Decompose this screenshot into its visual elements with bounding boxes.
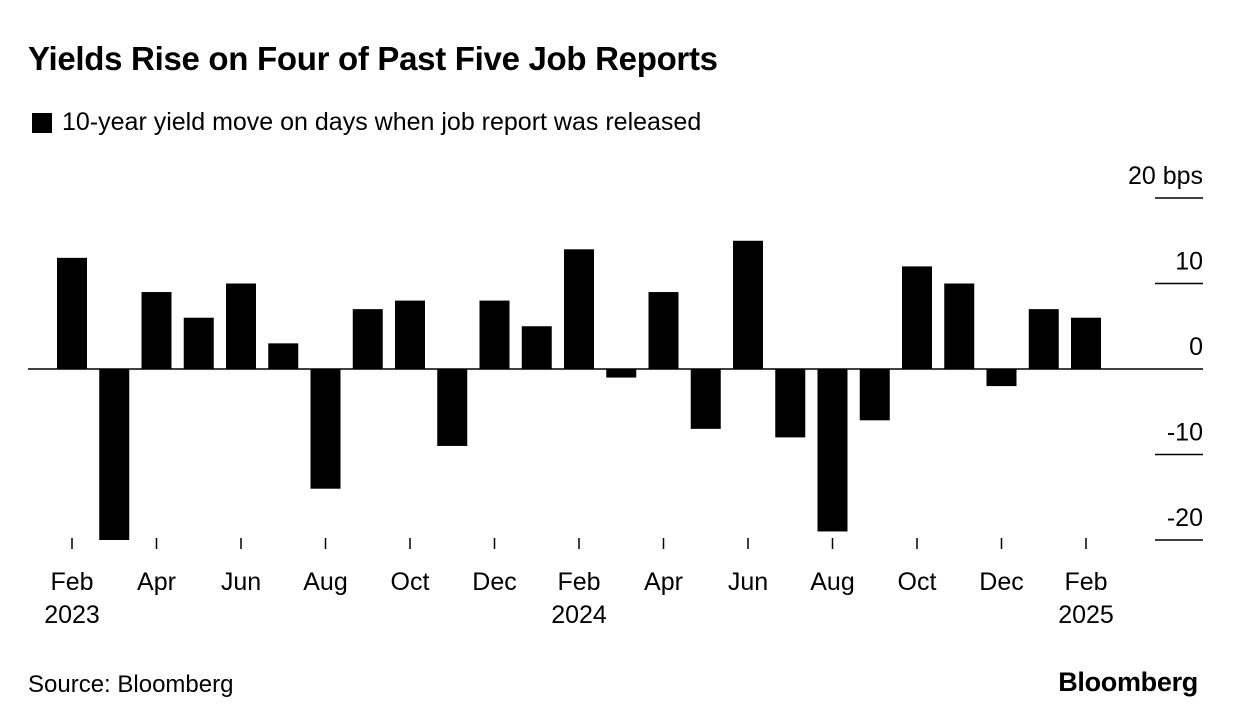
bar-nov-2023	[437, 369, 468, 446]
x-tick-label: Oct	[898, 568, 937, 596]
y-tick-label: 0	[1189, 333, 1203, 361]
bar-nov-2024	[944, 283, 975, 369]
brand-logo: Bloomberg	[1058, 667, 1198, 697]
y-tick-label: 20 bps	[1128, 162, 1203, 190]
bar-oct-2023	[395, 300, 425, 369]
bar-apr-2023	[141, 292, 172, 369]
x-tick-year-label: 2024	[551, 601, 607, 629]
x-tick-label: Jun	[221, 568, 261, 596]
bar-oct-2024	[902, 266, 932, 369]
bar-may-2023	[183, 317, 214, 369]
bar-jan-2024	[521, 326, 552, 369]
bar-jun-2024	[733, 240, 763, 369]
bar-apr-2024	[648, 292, 679, 369]
bar-dec-2024	[986, 369, 1017, 387]
bar-aug-2023	[310, 369, 341, 489]
bar-mar-2023	[99, 369, 130, 540]
bar-sep-2024	[859, 369, 890, 421]
bar-jun-2023	[226, 283, 256, 369]
legend-label: 10-year yield move on days when job repo…	[62, 108, 702, 136]
x-tick-label: Aug	[810, 568, 854, 596]
bar-jan-2025	[1028, 309, 1059, 369]
source-note: Source: Bloomberg	[28, 671, 234, 698]
bar-chart: 20 bps 10 0 -10 -20 Feb 2023 Apr Jun Aug Oct Dec Feb…	[28, 162, 1203, 629]
y-tick-label: 10	[1175, 248, 1203, 276]
x-tick-label: Feb	[1064, 568, 1107, 596]
bar-mar-2024	[606, 369, 637, 378]
legend: 10-year yield move on days when job repo…	[32, 108, 701, 137]
x-tick-year-label: 2023	[44, 601, 100, 629]
y-tick-label: -10	[1167, 419, 1203, 447]
x-tick-label: Apr	[644, 568, 683, 596]
bar-feb-2025	[1071, 317, 1101, 369]
legend-swatch	[32, 112, 52, 133]
bar-feb-2024	[564, 249, 594, 369]
x-tick-label: Feb	[557, 568, 600, 596]
x-tick-label: Aug	[303, 568, 347, 596]
x-tick-year-label: 2025	[1058, 601, 1114, 629]
bar-aug-2024	[817, 369, 848, 532]
bar-sep-2023	[352, 309, 383, 369]
x-tick-label: Apr	[137, 568, 176, 596]
x-tick-label: Dec	[979, 568, 1023, 596]
x-tick-label: Jun	[728, 568, 768, 596]
bar-jul-2023	[268, 343, 299, 369]
x-tick-label: Oct	[391, 568, 430, 596]
x-tick-label: Dec	[472, 568, 516, 596]
chart-title: Yields Rise on Four of Past Five Job Rep…	[28, 40, 718, 77]
bar-feb-2023	[57, 257, 87, 369]
x-tick-label: Feb	[50, 568, 93, 596]
bar-may-2024	[690, 369, 721, 429]
bar-jul-2024	[775, 369, 806, 438]
bar-dec-2023	[479, 300, 510, 369]
y-tick-label: -20	[1167, 504, 1203, 532]
